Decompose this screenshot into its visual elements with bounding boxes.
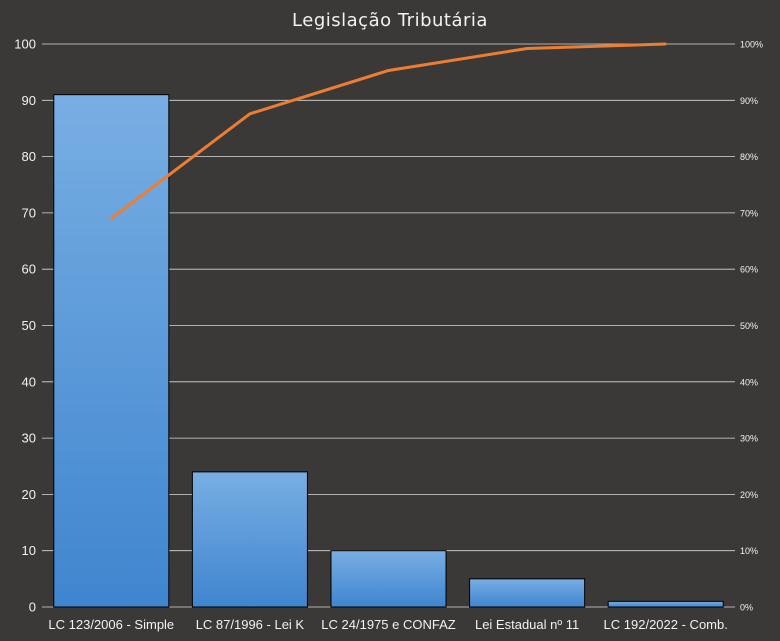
y2-tick-label: 100% [740, 40, 763, 50]
y-tick-label: 100 [14, 37, 36, 52]
cumulative-point [664, 42, 667, 46]
y2-tick-label: 20% [740, 490, 758, 500]
x-tick-label: Lei Estadual nº 11 [475, 617, 579, 632]
cumulative-point [110, 217, 113, 220]
y-tick-label: 90 [22, 93, 36, 108]
y-tick-label: 70 [22, 205, 36, 220]
cumulative-point [248, 112, 252, 116]
x-axis: LC 123/2006 - Simple LC 87/1996 - Lei K LC… [48, 617, 727, 632]
y2-tick-label: 0% [740, 603, 753, 613]
y2-tick-label: 60% [740, 265, 758, 275]
bar [53, 94, 170, 608]
cumulative-point [387, 69, 390, 72]
y-axis-secondary: 0% 10% 20% 30% 40% 50% 60% 70% 80% 90% 100% [740, 40, 763, 613]
y-tick-label: 50 [22, 318, 36, 333]
y-tick-label: 60 [22, 262, 36, 277]
chart-title: Legislação Tributária [292, 10, 488, 31]
y2-tick-label: 10% [740, 546, 758, 556]
bars [53, 94, 724, 608]
y2-tick-label: 70% [740, 208, 758, 218]
y-tick-label: 80 [22, 149, 36, 164]
bar [191, 471, 308, 608]
y2-tick-label: 90% [740, 96, 758, 106]
y-tick-label: 20 [22, 487, 36, 502]
y-tick-label: 10 [22, 543, 36, 558]
y-tick-label: 30 [22, 431, 36, 446]
y2-tick-label: 30% [740, 434, 758, 444]
x-tick-label: LC 123/2006 - Simple [48, 617, 174, 632]
bar [330, 550, 447, 608]
y2-tick-label: 80% [740, 152, 758, 162]
cumulative-point [525, 47, 529, 50]
bar [607, 600, 724, 608]
x-tick-label: LC 24/1975 e CONFAZ [321, 617, 455, 632]
x-tick-label: LC 87/1996 - Lei K [196, 617, 305, 632]
y2-tick-label: 40% [740, 377, 758, 387]
x-tick-label: LC 192/2022 - Comb. [604, 617, 728, 632]
bar [469, 578, 586, 608]
y-axis-primary: 0 10 20 30 40 50 60 70 80 90 100 [14, 37, 36, 615]
cumulative-line [110, 42, 667, 220]
y2-tick-label: 50% [740, 321, 758, 331]
y-tick-label: 40 [22, 374, 36, 389]
y-tick-label: 0 [29, 600, 36, 615]
